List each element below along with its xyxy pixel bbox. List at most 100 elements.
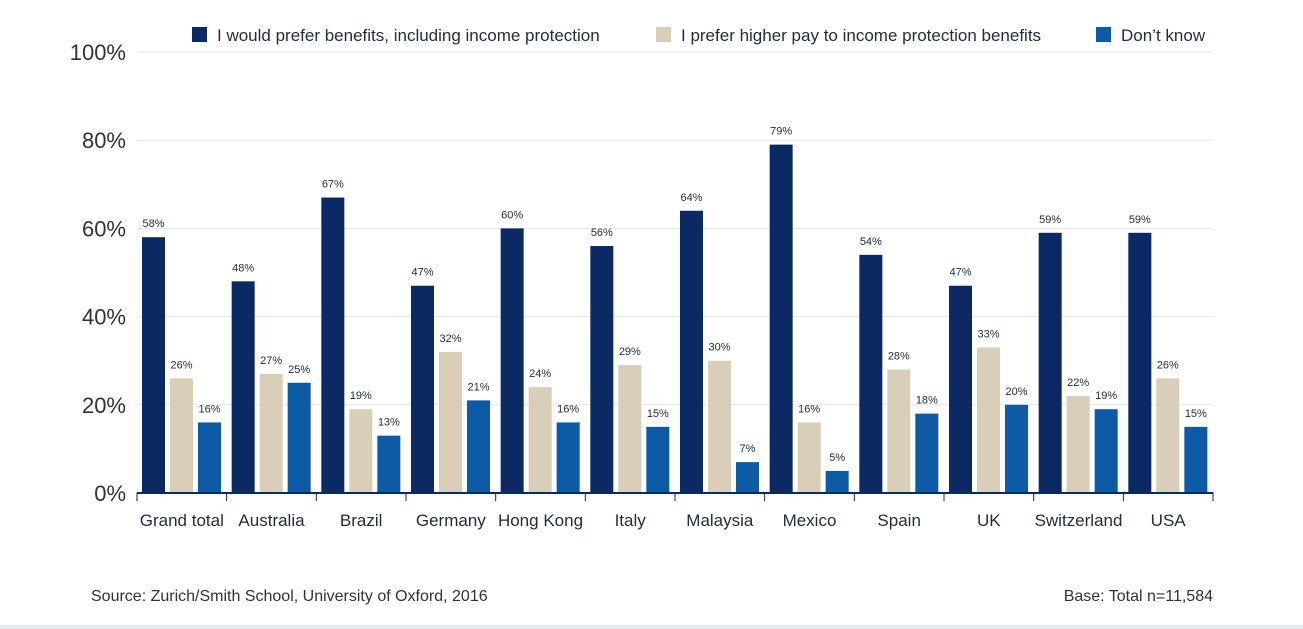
data-label: 19%: [350, 390, 372, 402]
data-label: 5%: [829, 452, 845, 464]
bar: [142, 237, 165, 493]
legend-swatch: [656, 27, 671, 42]
y-axis: 0% 20% 40% 60% 80% 100%: [70, 40, 126, 506]
y-tick-label: 60%: [82, 216, 126, 241]
data-label: 25%: [288, 364, 310, 376]
data-label: 24%: [529, 368, 551, 380]
data-label: 7%: [740, 443, 756, 455]
data-label: 26%: [1157, 359, 1179, 371]
bar: [1066, 395, 1090, 493]
data-label: 29%: [619, 346, 641, 358]
x-tick-label: Malaysia: [686, 511, 754, 530]
data-label: 47%: [949, 267, 971, 279]
legend-label: I would prefer benefits, including incom…: [217, 26, 600, 45]
bar: [977, 347, 1000, 493]
data-label: 27%: [260, 355, 282, 367]
bar: [680, 210, 703, 493]
bar: [646, 426, 670, 493]
data-label: 15%: [1185, 408, 1207, 420]
data-label: 59%: [1129, 214, 1151, 226]
legend-label: I prefer higher pay to income protection…: [681, 26, 1041, 45]
bar: [949, 285, 972, 493]
x-tick-label: Switzerland: [1035, 511, 1123, 530]
y-tick-label: 40%: [82, 305, 126, 330]
bar: [1005, 404, 1028, 493]
bar-chart: 0% 20% 40% 60% 80% 100% 58% 48% 67% 47% 60% 56% 64%…: [70, 26, 1214, 530]
y-tick-label: 0%: [94, 481, 126, 506]
x-tick-label: Italy: [615, 511, 647, 530]
data-label: 47%: [411, 267, 433, 279]
bar: [736, 462, 759, 493]
x-tick-label: Hong Kong: [498, 511, 583, 530]
data-label: 18%: [916, 395, 938, 407]
bar: [349, 409, 373, 493]
bar: [769, 144, 793, 494]
data-label: 28%: [888, 351, 910, 363]
bar: [198, 422, 221, 493]
bar: [825, 470, 849, 493]
source-note: Source: Zurich/Smith School, University …: [91, 588, 488, 605]
y-tick-label: 80%: [82, 128, 126, 153]
data-label: 67%: [322, 179, 344, 191]
bar: [1184, 426, 1208, 493]
data-label: 32%: [439, 333, 461, 345]
x-tick-label: Grand total: [140, 511, 224, 530]
bar: [231, 281, 255, 493]
bottom-rule: [0, 625, 1303, 629]
data-label: 16%: [798, 403, 820, 415]
bar: [556, 422, 580, 493]
bar: [467, 400, 490, 493]
data-label: 26%: [170, 359, 192, 371]
bar: [1094, 409, 1118, 493]
data-label: 58%: [142, 218, 164, 230]
data-label: 79%: [770, 126, 792, 138]
bar: [411, 285, 434, 493]
bar: [439, 351, 462, 493]
data-label: 16%: [557, 403, 579, 415]
data-label: 48%: [232, 262, 254, 274]
bar: [859, 254, 883, 493]
x-tick-label: Spain: [877, 511, 920, 530]
bar: [915, 413, 939, 493]
bar: [590, 246, 614, 493]
legend-label: Don’t know: [1121, 26, 1206, 45]
bar: [528, 387, 552, 493]
data-label: 30%: [708, 342, 730, 354]
bar: [618, 365, 642, 493]
bar: [797, 422, 821, 493]
x-tick-label: Mexico: [783, 511, 837, 530]
data-label: 64%: [680, 192, 702, 204]
data-label: 19%: [1095, 390, 1117, 402]
data-label: 59%: [1039, 214, 1061, 226]
data-label: 15%: [647, 408, 669, 420]
legend-swatch: [192, 27, 207, 42]
data-label: 20%: [1005, 386, 1027, 398]
bar: [170, 378, 193, 493]
data-label: 54%: [860, 236, 882, 248]
bar: [321, 197, 345, 493]
gridlines: [137, 51, 1213, 406]
y-tick-label: 100%: [70, 40, 126, 65]
bar: [1038, 232, 1062, 493]
bar: [708, 360, 731, 493]
data-label: 22%: [1067, 377, 1089, 389]
base-note: Base: Total n=11,584: [1063, 588, 1213, 605]
legend: I would prefer benefits, including incom…: [192, 26, 1206, 45]
x-axis: Grand total Australia Brazil Germany Hong Ko…: [136, 492, 1214, 530]
x-tick-label: Australia: [238, 511, 305, 530]
bar: [287, 382, 311, 493]
x-tick-label: USA: [1151, 511, 1187, 530]
bar: [887, 369, 911, 493]
y-tick-label: 20%: [82, 393, 126, 418]
bars: 58% 48% 67% 47% 60% 56% 64% 79% 54% 47% 59% 59% 26% 2…: [142, 126, 1208, 494]
data-label: 16%: [198, 403, 220, 415]
bar: [1128, 232, 1152, 493]
x-tick-label: Germany: [416, 511, 486, 530]
data-label: 60%: [501, 209, 523, 221]
data-label: 13%: [378, 417, 400, 429]
x-tick-label: Brazil: [340, 511, 383, 530]
data-label: 33%: [977, 328, 999, 340]
bar: [1156, 378, 1180, 493]
bar: [259, 373, 283, 493]
data-label: 56%: [591, 227, 613, 239]
